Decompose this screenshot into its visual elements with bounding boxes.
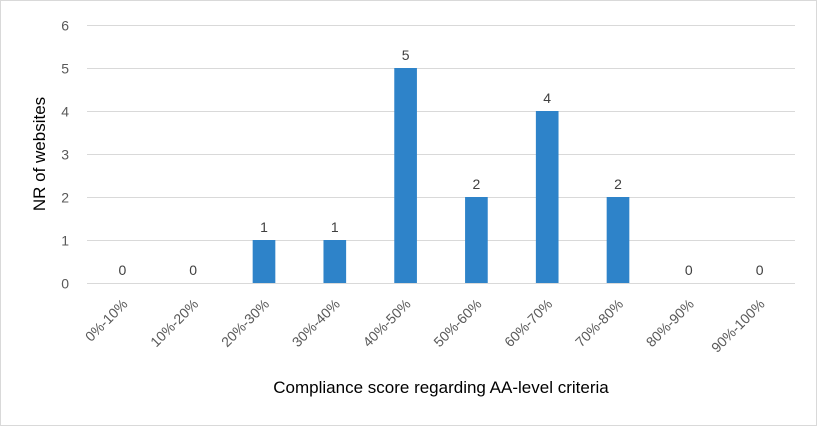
y-tick-label: 1 xyxy=(61,233,69,249)
x-tick-label: 40%-50% xyxy=(359,296,413,350)
x-tick-label: 80%-90% xyxy=(643,296,697,350)
gridlines xyxy=(87,25,795,284)
bar xyxy=(465,197,488,283)
bar xyxy=(606,197,630,283)
data-label: 0 xyxy=(685,262,693,278)
bar xyxy=(323,240,347,283)
bars xyxy=(252,68,630,283)
x-tick-label: 0%-10% xyxy=(82,296,131,345)
x-axis-ticks: 0%-10% 10%-20% 20%-30% 30%-40% 40%-50% 50%-60… xyxy=(82,296,768,356)
y-axis-title: NR of websites xyxy=(30,97,49,211)
data-label: 0 xyxy=(189,262,197,278)
y-tick-label: 6 xyxy=(61,18,69,34)
y-tick-label: 4 xyxy=(61,104,69,120)
data-label: 5 xyxy=(402,47,410,63)
x-tick-label: 90%-100% xyxy=(708,296,768,356)
data-label: 4 xyxy=(543,90,551,106)
bar xyxy=(535,111,559,283)
y-tick-label: 3 xyxy=(61,147,69,163)
x-tick-label: 50%-60% xyxy=(430,296,484,350)
x-tick-label: 70%-80% xyxy=(572,296,626,350)
data-label: 0 xyxy=(119,262,127,278)
y-tick-label: 5 xyxy=(61,61,69,77)
data-label: 0 xyxy=(756,262,764,278)
x-tick-label: 30%-40% xyxy=(289,296,343,350)
y-tick-label: 0 xyxy=(61,276,69,292)
x-tick-label: 60%-70% xyxy=(501,296,555,350)
data-labels: 0 0 1 1 5 2 4 2 0 0 xyxy=(119,47,764,278)
y-axis-ticks: 0 1 2 3 4 5 6 xyxy=(61,18,69,292)
data-label: 2 xyxy=(473,176,481,192)
data-label: 1 xyxy=(260,219,268,235)
x-axis-title: Compliance score regarding AA-level crit… xyxy=(273,378,609,397)
x-tick-label: 10%-20% xyxy=(147,296,201,350)
data-label: 1 xyxy=(331,219,339,235)
y-tick-label: 2 xyxy=(61,190,69,206)
bar xyxy=(394,68,417,283)
data-label: 2 xyxy=(614,176,622,192)
x-tick-label: 20%-30% xyxy=(218,296,272,350)
bar xyxy=(252,240,276,283)
